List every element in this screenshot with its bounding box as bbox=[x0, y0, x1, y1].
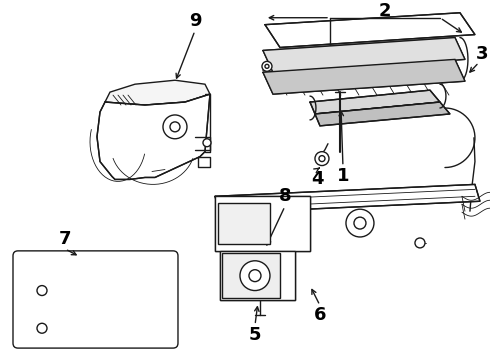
Text: 2: 2 bbox=[379, 2, 391, 20]
Circle shape bbox=[170, 122, 180, 132]
Circle shape bbox=[203, 139, 211, 147]
Polygon shape bbox=[315, 102, 450, 126]
Polygon shape bbox=[105, 80, 210, 105]
Polygon shape bbox=[215, 196, 310, 251]
Circle shape bbox=[346, 209, 374, 237]
Text: 5: 5 bbox=[249, 326, 261, 344]
Text: 7: 7 bbox=[59, 230, 71, 248]
Circle shape bbox=[354, 217, 366, 229]
Text: 1: 1 bbox=[337, 167, 349, 185]
Text: 6: 6 bbox=[314, 306, 326, 324]
Text: 4: 4 bbox=[311, 170, 323, 188]
Text: 9: 9 bbox=[189, 12, 201, 30]
Polygon shape bbox=[222, 253, 280, 298]
Text: 8: 8 bbox=[279, 187, 291, 205]
Polygon shape bbox=[218, 203, 270, 244]
Polygon shape bbox=[265, 13, 475, 48]
FancyBboxPatch shape bbox=[13, 251, 178, 348]
Polygon shape bbox=[220, 251, 295, 301]
Polygon shape bbox=[263, 37, 465, 72]
Polygon shape bbox=[215, 184, 480, 213]
Circle shape bbox=[262, 61, 272, 71]
Text: 3: 3 bbox=[476, 45, 488, 63]
Polygon shape bbox=[263, 59, 465, 94]
Circle shape bbox=[163, 115, 187, 139]
Polygon shape bbox=[97, 94, 210, 179]
Circle shape bbox=[37, 285, 47, 296]
Circle shape bbox=[265, 64, 269, 68]
Circle shape bbox=[415, 238, 425, 248]
Circle shape bbox=[249, 270, 261, 282]
Circle shape bbox=[240, 261, 270, 291]
Polygon shape bbox=[310, 90, 440, 114]
Circle shape bbox=[37, 323, 47, 333]
Circle shape bbox=[315, 152, 329, 166]
Circle shape bbox=[319, 156, 325, 162]
